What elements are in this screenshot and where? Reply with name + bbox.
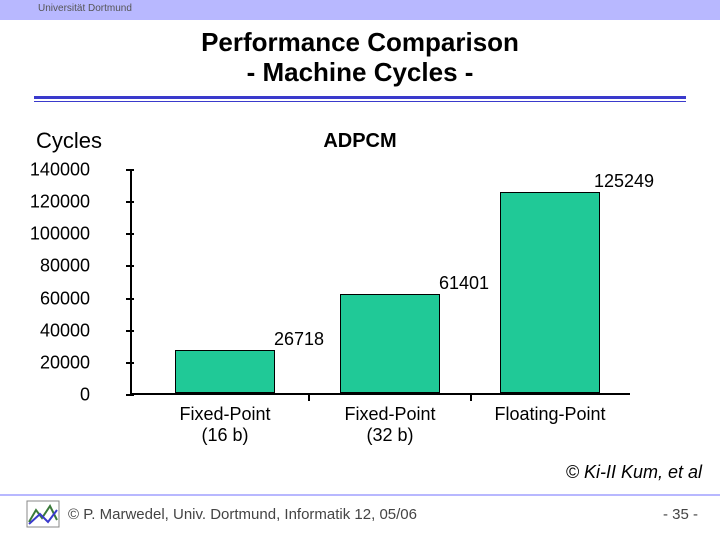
footer-rule (0, 494, 720, 496)
bar-chart: 2671861401125249 (130, 170, 630, 395)
y-tick (126, 265, 134, 267)
y-tick (126, 330, 134, 332)
x-axis (130, 393, 630, 395)
bar (500, 192, 600, 393)
x-tick (308, 393, 310, 401)
page-title: Performance Comparison - Machine Cycles … (0, 28, 720, 88)
y-tick-label: 20000 (0, 352, 90, 373)
bar (340, 294, 440, 393)
org-label: Universität Dortmund (38, 3, 132, 14)
bar-value-label: 26718 (274, 329, 324, 350)
chart-title: ADPCM (0, 130, 720, 153)
footer-text: © P. Marwedel, Univ. Dortmund, Informati… (68, 506, 417, 523)
header-band: Universität Dortmund (0, 0, 720, 20)
page-number: - 35 - (663, 506, 698, 523)
bar (175, 350, 275, 393)
x-tick (470, 393, 472, 401)
y-tick-label: 120000 (0, 192, 90, 213)
x-category-label: Floating-Point (494, 404, 605, 425)
bar-value-label: 61401 (439, 273, 489, 294)
y-tick-label: 60000 (0, 288, 90, 309)
y-tick-label: 0 (0, 385, 90, 406)
y-tick (126, 201, 134, 203)
y-tick-label: 40000 (0, 320, 90, 341)
bar-value-label: 125249 (594, 171, 654, 192)
title-underline-thin (34, 101, 686, 102)
credit-text: © Ki-II Kum, et al (566, 462, 702, 483)
y-tick-label: 80000 (0, 256, 90, 277)
title-underline-thick (34, 96, 686, 99)
y-tick (126, 394, 134, 396)
plot-area: 2671861401125249 (130, 170, 630, 395)
y-tick (126, 169, 134, 171)
y-tick (126, 362, 134, 364)
title-line2: - Machine Cycles - (247, 57, 474, 87)
footer-logo-icon (26, 500, 60, 528)
y-tick-label: 100000 (0, 224, 90, 245)
y-tick (126, 233, 134, 235)
y-tick-label: 140000 (0, 160, 90, 181)
y-tick (126, 298, 134, 300)
x-category-label: Fixed-Point(32 b) (344, 404, 435, 445)
title-line1: Performance Comparison (201, 27, 519, 57)
x-category-label: Fixed-Point(16 b) (179, 404, 270, 445)
